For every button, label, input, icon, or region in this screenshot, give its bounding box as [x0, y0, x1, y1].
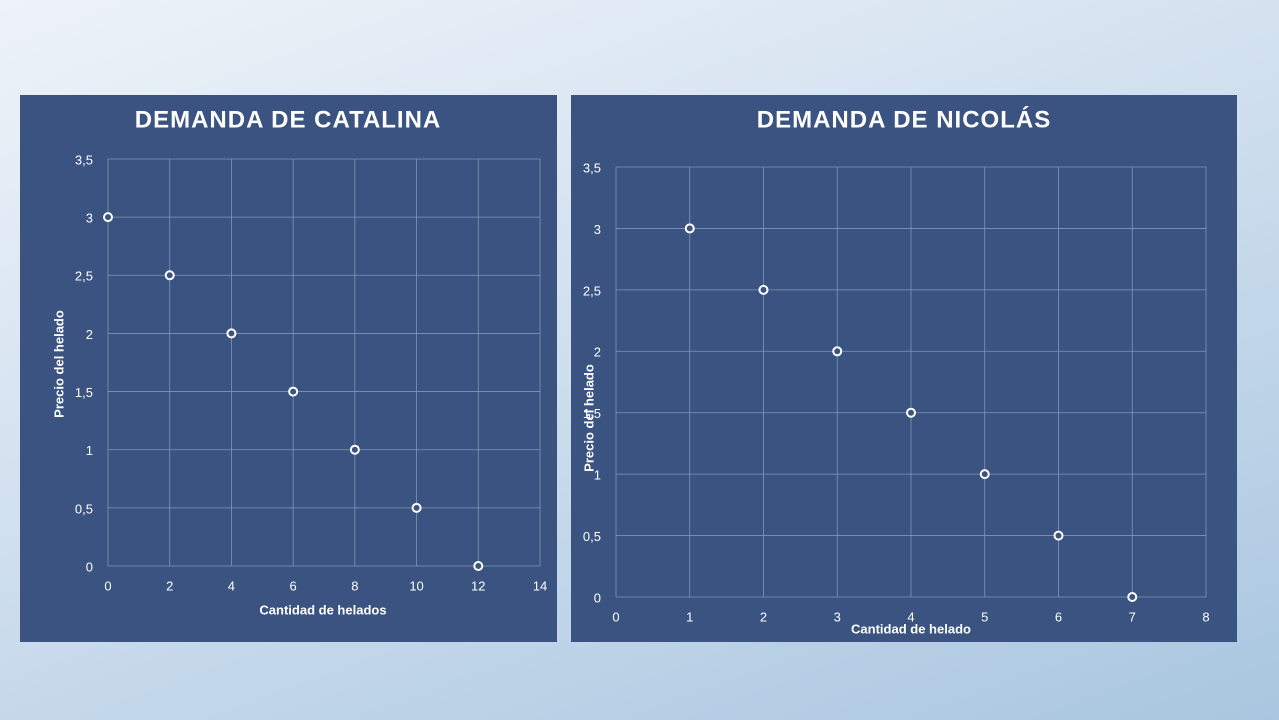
- x-tick-label: 4: [907, 609, 914, 624]
- chart-panel: [20, 95, 557, 642]
- y-tick-label: 3: [594, 222, 601, 237]
- data-point: [164, 270, 175, 281]
- y-tick-label: 1: [594, 468, 601, 483]
- x-tick-label: 10: [409, 578, 423, 593]
- y-axis-label: Precio del helado: [51, 310, 66, 418]
- data-point: [411, 502, 422, 513]
- y-tick-label: 1: [86, 443, 93, 458]
- x-tick-label: 2: [760, 609, 767, 624]
- data-point: [473, 561, 484, 571]
- y-tick-label: 0,5: [75, 501, 93, 516]
- x-tick-label: 1: [686, 609, 693, 624]
- data-point: [1127, 592, 1138, 602]
- y-tick-label: 2,5: [75, 269, 93, 284]
- chart-title: DEMANDA DE CATALINA: [135, 106, 442, 133]
- y-tick-label: 0,5: [583, 529, 601, 544]
- x-tick-label: 6: [1055, 609, 1062, 624]
- y-tick-label: 0: [594, 590, 601, 605]
- data-point: [906, 407, 916, 418]
- data-point: [832, 346, 843, 357]
- y-tick-label: 2: [594, 345, 601, 360]
- data-point: [288, 386, 299, 397]
- x-tick-label: 6: [290, 578, 297, 593]
- x-tick-label: 0: [612, 609, 619, 624]
- x-tick-label: 4: [228, 578, 235, 593]
- x-tick-label: 0: [104, 578, 111, 593]
- x-tick-label: 14: [533, 578, 547, 593]
- chart-title: DEMANDA DE NICOLÁS: [757, 105, 1051, 133]
- data-point: [226, 328, 237, 339]
- data-point: [684, 223, 695, 234]
- y-tick-label: 3,5: [75, 152, 93, 167]
- y-axis-label: Precio del helado: [581, 364, 596, 472]
- y-tick-label: 1,5: [583, 406, 601, 421]
- y-tick-label: 1,5: [75, 385, 93, 400]
- y-tick-label: 3: [86, 211, 93, 226]
- x-tick-label: 8: [351, 578, 358, 593]
- x-tick-label: 7: [1129, 609, 1136, 624]
- x-tick-label: 8: [1202, 609, 1209, 624]
- x-axis-label: Cantidad de helados: [259, 602, 386, 617]
- data-point: [979, 469, 990, 480]
- data-point: [1053, 530, 1064, 541]
- x-tick-label: 2: [166, 578, 173, 593]
- data-point: [349, 444, 360, 455]
- x-axis-label: Cantidad de helado: [851, 621, 971, 636]
- y-tick-label: 0: [86, 559, 93, 574]
- data-point: [103, 212, 113, 223]
- y-tick-label: 3,5: [583, 160, 601, 175]
- x-tick-label: 12: [471, 578, 485, 593]
- y-tick-label: 2: [86, 327, 93, 342]
- x-tick-label: 5: [981, 609, 988, 624]
- y-tick-label: 2,5: [583, 283, 601, 298]
- x-tick-label: 3: [834, 609, 841, 624]
- chart-panel: [571, 95, 1237, 642]
- data-point: [758, 284, 769, 295]
